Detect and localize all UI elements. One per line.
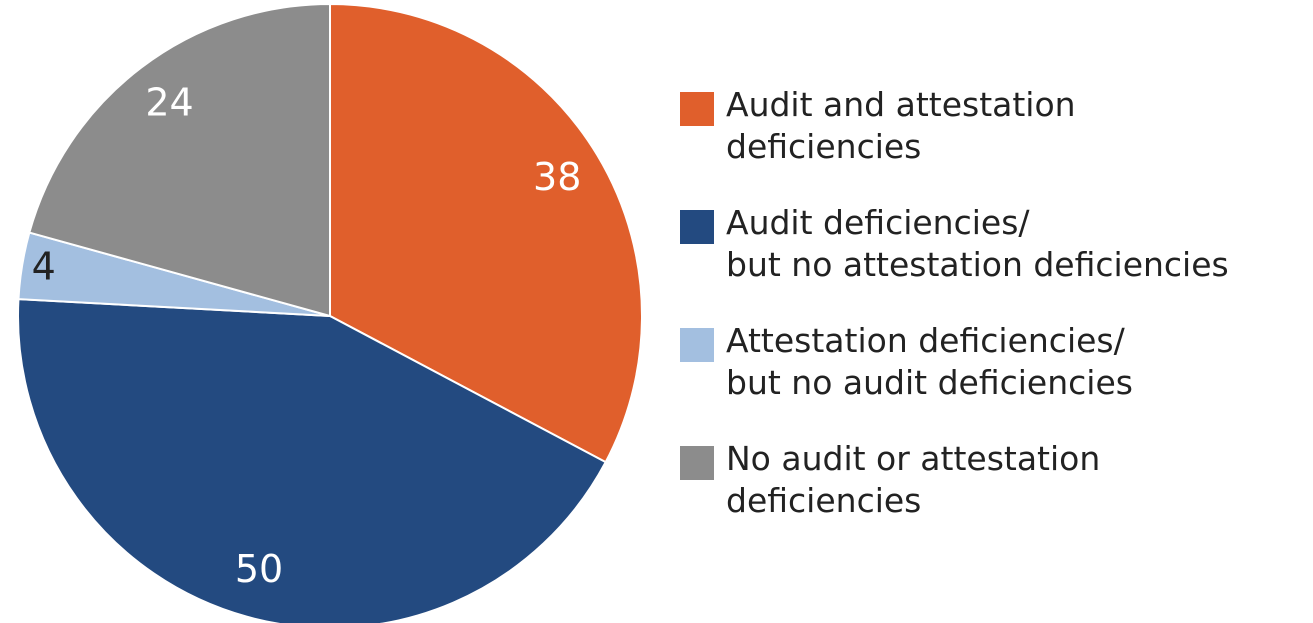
legend-label: Audit deficiencies/ but no attestation d… [726, 203, 1229, 284]
legend-label: No audit or attestation deficiencies [726, 439, 1101, 520]
legend-label: Audit and attestation deficiencies [726, 85, 1076, 166]
pie-chart: 38 50 4 24 [17, 2, 643, 623]
data-label: 4 [32, 245, 56, 289]
legend-swatch [680, 210, 714, 244]
pie-slice [329, 2, 643, 464]
data-label: 38 [533, 155, 581, 199]
data-label: 50 [235, 547, 283, 591]
pie-slice [17, 298, 608, 623]
legend-label: Attestation deficiencies/ but no audit d… [726, 321, 1133, 402]
legend-swatch [680, 446, 714, 480]
pie-slice [28, 2, 331, 318]
data-label: 24 [145, 80, 193, 124]
legend-swatch [680, 328, 714, 362]
legend-swatch [680, 92, 714, 126]
